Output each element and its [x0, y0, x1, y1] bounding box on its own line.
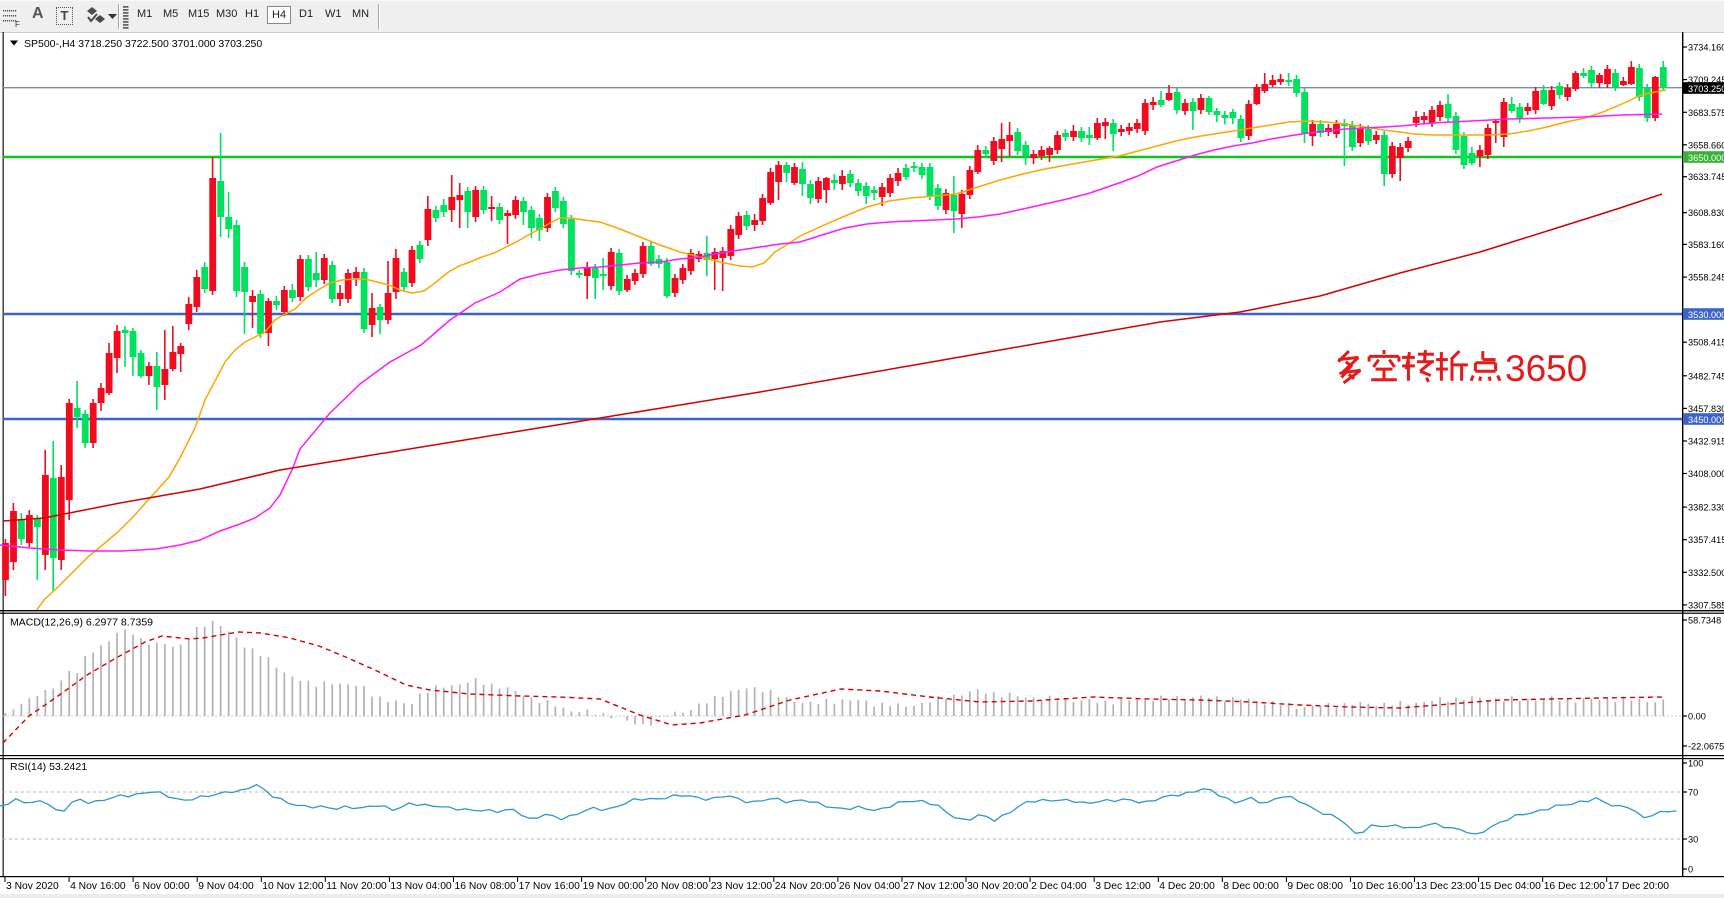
svg-text:3450.000: 3450.000 — [1688, 415, 1724, 425]
svg-text:9 Dec 08:00: 9 Dec 08:00 — [1287, 881, 1343, 892]
svg-text:23 Nov 12:00: 23 Nov 12:00 — [711, 881, 773, 892]
svg-text:13 Nov 04:00: 13 Nov 04:00 — [390, 881, 452, 892]
svg-text:6 Nov 00:00: 6 Nov 00:00 — [134, 881, 190, 892]
svg-text:100: 100 — [1688, 759, 1703, 769]
svg-text:10 Dec 16:00: 10 Dec 16:00 — [1352, 881, 1414, 892]
svg-text:3457.830: 3457.830 — [1688, 404, 1724, 414]
svg-text:58.7348: 58.7348 — [1688, 616, 1721, 626]
svg-text:4 Nov 16:00: 4 Nov 16:00 — [70, 881, 126, 892]
svg-text:10 Nov 12:00: 10 Nov 12:00 — [262, 881, 324, 892]
svg-text:3 Dec 12:00: 3 Dec 12:00 — [1095, 881, 1151, 892]
svg-text:3408.000: 3408.000 — [1688, 469, 1724, 479]
svg-text:26 Nov 04:00: 26 Nov 04:00 — [839, 881, 901, 892]
svg-text:3508.415: 3508.415 — [1688, 338, 1724, 348]
svg-text:3382.330: 3382.330 — [1688, 503, 1724, 513]
svg-text:0: 0 — [1688, 865, 1693, 875]
svg-text:30 Nov 20:00: 30 Nov 20:00 — [967, 881, 1029, 892]
svg-text:RSI(14) 53.2421: RSI(14) 53.2421 — [10, 761, 87, 773]
svg-text:8 Dec 00:00: 8 Dec 00:00 — [1223, 881, 1279, 892]
svg-text:3332.500: 3332.500 — [1688, 568, 1724, 578]
svg-text:16 Nov 08:00: 16 Nov 08:00 — [455, 881, 517, 892]
svg-text:3357.415: 3357.415 — [1688, 535, 1724, 545]
svg-text:4 Dec 20:00: 4 Dec 20:00 — [1159, 881, 1215, 892]
svg-text:0.00: 0.00 — [1688, 712, 1706, 722]
svg-text:3734.160: 3734.160 — [1688, 43, 1724, 53]
svg-text:3432.915: 3432.915 — [1688, 437, 1724, 447]
svg-text:F: F — [15, 20, 20, 29]
svg-text:3558.245: 3558.245 — [1688, 273, 1724, 283]
svg-text:11 Nov 20:00: 11 Nov 20:00 — [326, 881, 387, 892]
svg-text:-22.0675: -22.0675 — [1688, 742, 1724, 752]
svg-text:3703.250: 3703.250 — [1688, 84, 1724, 94]
svg-text:2 Dec 04:00: 2 Dec 04:00 — [1031, 881, 1087, 892]
svg-text:13 Dec 23:00: 13 Dec 23:00 — [1416, 881, 1478, 892]
svg-text:30: 30 — [1688, 835, 1698, 845]
svg-text:MACD(12,26,9) 6.2977 8.7359: MACD(12,26,9) 6.2977 8.7359 — [10, 617, 153, 629]
svg-text:3650.000: 3650.000 — [1688, 153, 1724, 163]
svg-text:27 Nov 12:00: 27 Nov 12:00 — [903, 881, 965, 892]
svg-text:3608.830: 3608.830 — [1688, 208, 1724, 218]
svg-text:3709.245: 3709.245 — [1688, 75, 1724, 85]
svg-text:SP500-,H4 3718.250 3722.500 3: SP500-,H4 3718.250 3722.500 3701.000 370… — [24, 38, 262, 50]
svg-text:3482.745: 3482.745 — [1688, 371, 1724, 381]
svg-text:70: 70 — [1688, 788, 1698, 798]
svg-text:15 Dec 04:00: 15 Dec 04:00 — [1480, 881, 1542, 892]
svg-text:3683.575: 3683.575 — [1688, 108, 1724, 118]
svg-text:3583.160: 3583.160 — [1688, 240, 1724, 250]
svg-text:3307.585: 3307.585 — [1688, 600, 1724, 610]
svg-text:17 Nov 16:00: 17 Nov 16:00 — [519, 881, 581, 892]
svg-text:16 Dec 12:00: 16 Dec 12:00 — [1544, 881, 1606, 892]
svg-text:9 Nov 04:00: 9 Nov 04:00 — [198, 881, 254, 892]
svg-text:19 Nov 00:00: 19 Nov 00:00 — [583, 881, 645, 892]
svg-text:24 Nov 20:00: 24 Nov 20:00 — [775, 881, 837, 892]
svg-text:17 Dec 20:00: 17 Dec 20:00 — [1608, 881, 1670, 892]
svg-text:3633.745: 3633.745 — [1688, 172, 1724, 182]
svg-text:3 Nov 2020: 3 Nov 2020 — [6, 881, 59, 892]
svg-text:20 Nov 08:00: 20 Nov 08:00 — [647, 881, 709, 892]
svg-text:3650: 3650 — [1505, 348, 1587, 389]
svg-text:3530.000: 3530.000 — [1688, 310, 1724, 320]
svg-text:3658.660: 3658.660 — [1688, 140, 1724, 150]
